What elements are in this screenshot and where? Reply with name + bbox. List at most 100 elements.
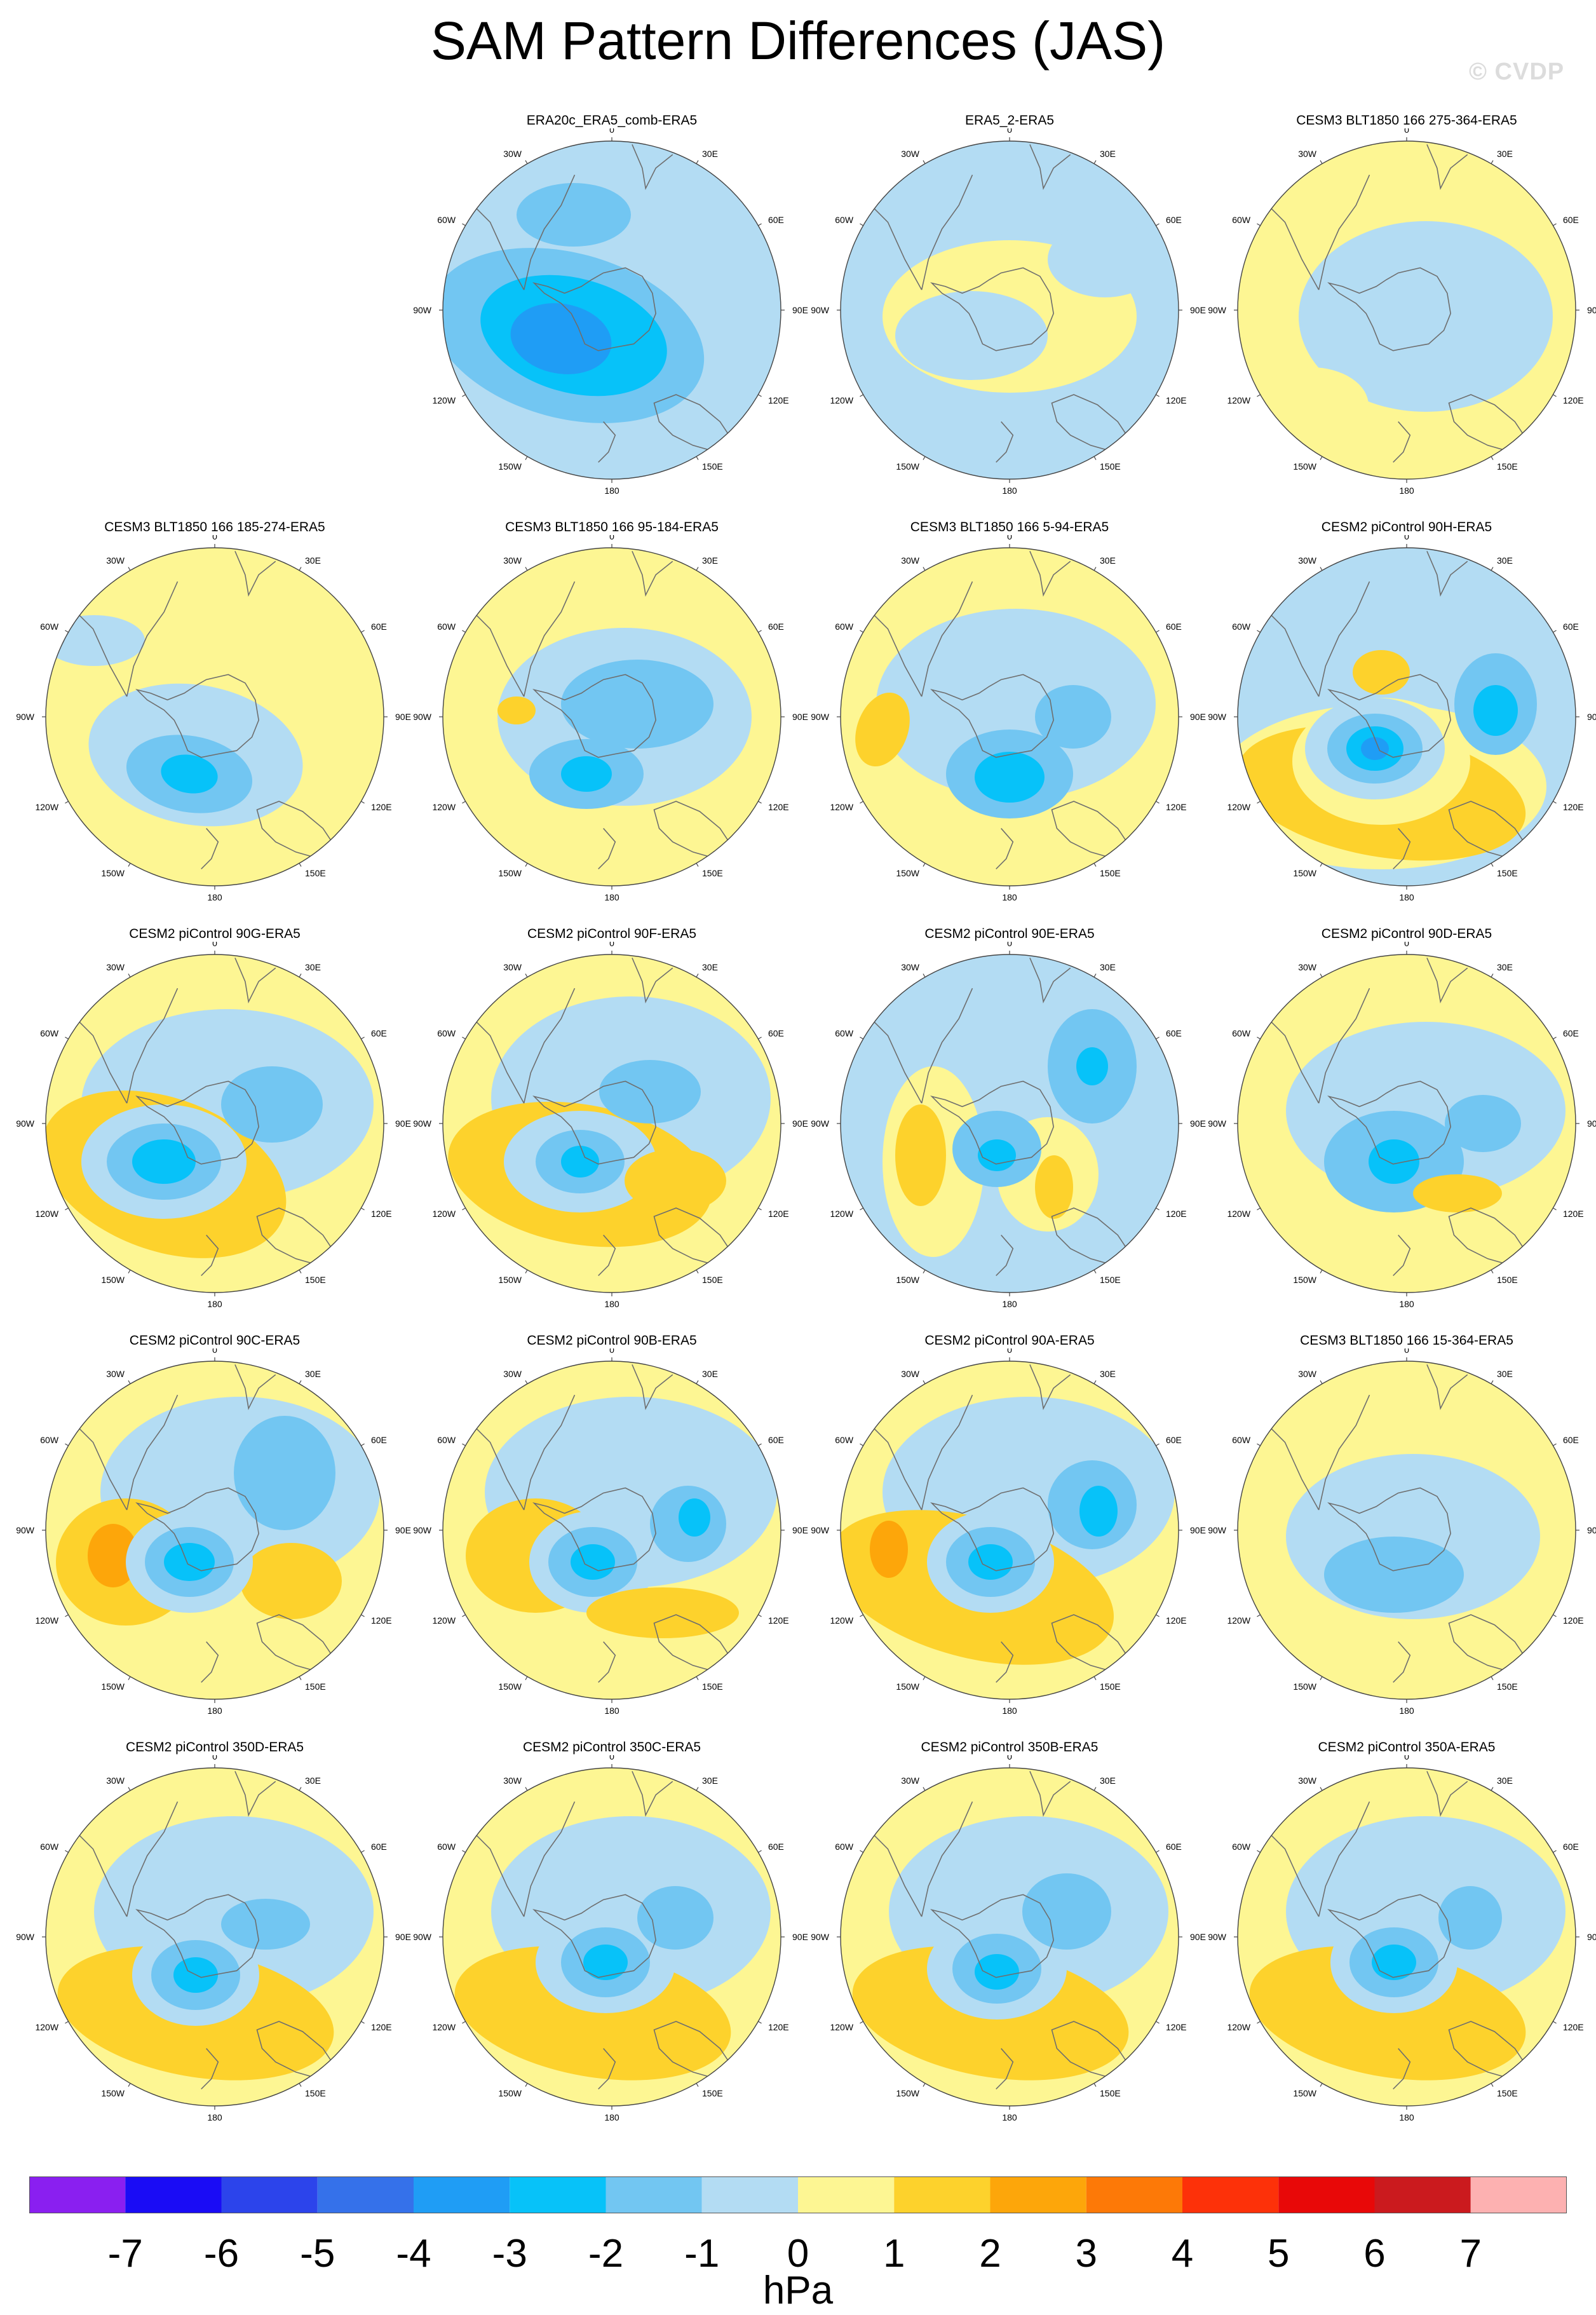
- coastline: [532, 1487, 656, 1572]
- contour-fill-group: [46, 1768, 384, 2106]
- map-panel: CESM2 piControl 90A-ERA5 0 30E 60E 90E 120E 15…: [811, 1333, 1208, 1740]
- colorbar-swatch: [990, 2176, 1086, 2213]
- lon-label: 120E: [371, 1209, 392, 1219]
- lon-label: 90W: [1208, 712, 1227, 722]
- lon-label: 120E: [1166, 395, 1187, 405]
- lon-tick: [1320, 1270, 1323, 1273]
- lon-label: 30W: [503, 1775, 522, 1786]
- polar-stereographic-map: 0 30E 60E 90E 120E 150E 180 150W 120W 90W 60W 30W: [17, 942, 411, 1309]
- lon-tick: [758, 1207, 762, 1211]
- lon-label: 90E: [1190, 1525, 1206, 1535]
- lon-tick: [299, 1676, 302, 1680]
- lon-tick: [1093, 160, 1097, 164]
- map-panel: CESM2 piControl 350C-ERA5 0 30E 60E 90E 120E 1…: [414, 1740, 810, 2147]
- lon-label: 150E: [1100, 1681, 1121, 1692]
- lon-label: 0: [609, 535, 614, 541]
- lon-label: 90E: [395, 1932, 411, 1942]
- lon-label: 30W: [106, 1369, 125, 1379]
- lon-label: 30W: [901, 1369, 920, 1379]
- lon-label: 120W: [1227, 2022, 1250, 2032]
- colorbar-tick-label: 2: [979, 2232, 1001, 2276]
- lon-tick: [923, 2083, 926, 2087]
- lon-label: 0: [1007, 1348, 1012, 1355]
- lon-tick: [361, 1036, 365, 1040]
- coastline: [1393, 2048, 1411, 2089]
- lon-tick: [1257, 801, 1261, 804]
- lon-label: 0: [212, 535, 217, 541]
- lon-tick: [1156, 394, 1160, 397]
- panel-title: CESM2 piControl 90E-ERA5: [924, 927, 1095, 941]
- lon-tick: [361, 801, 365, 804]
- lon-label: 120E: [1563, 1615, 1584, 1626]
- coastline: [996, 828, 1014, 869]
- lon-label: 150W: [498, 1275, 522, 1285]
- contour-fill-group: [1238, 1768, 1576, 2106]
- lon-label: 60W: [437, 215, 456, 225]
- coastline: [473, 174, 576, 290]
- colorbar-frame: [29, 2176, 1567, 2213]
- lon-tick: [1320, 160, 1323, 164]
- lon-label: 30W: [503, 555, 522, 566]
- contour-region: [1035, 685, 1111, 749]
- lon-tick: [299, 974, 302, 977]
- contour-region: [234, 1416, 335, 1530]
- coastline: [632, 1771, 673, 1817]
- coastline: [473, 1801, 576, 1917]
- lon-tick: [1320, 1676, 1323, 1680]
- contour-fill-group: [1238, 548, 1576, 886]
- contour-region: [1445, 1095, 1521, 1152]
- lon-tick: [1320, 1380, 1323, 1384]
- lon-label: 30W: [1298, 555, 1317, 566]
- lon-tick: [128, 2083, 131, 2087]
- lon-label: 60E: [1563, 215, 1579, 225]
- lon-tick: [65, 630, 69, 633]
- lon-tick: [696, 567, 699, 571]
- lon-tick: [1093, 863, 1097, 867]
- lon-label: 30W: [901, 149, 920, 159]
- contour-region: [132, 1139, 196, 1184]
- contour-region: [571, 1544, 615, 1580]
- lon-label: 90E: [792, 305, 808, 315]
- lon-tick: [923, 974, 926, 977]
- lon-tick: [1257, 394, 1261, 397]
- lon-label: 90E: [1587, 1932, 1596, 1942]
- panel-title: CESM3 BLT1850 166 15-364-ERA5: [1300, 1333, 1513, 1348]
- lon-tick: [1093, 1676, 1097, 1680]
- coastline: [996, 421, 1014, 463]
- lon-label: 150E: [702, 1275, 723, 1285]
- panel-title: CESM2 piControl 90G-ERA5: [129, 927, 301, 941]
- polar-stereographic-map: 0 30E 60E 90E 120E 150E 180 150W 120W 90W 60W 30W: [811, 942, 1206, 1309]
- lon-label: 90E: [792, 712, 808, 722]
- lon-label: 150W: [1293, 1275, 1316, 1285]
- lon-tick: [923, 160, 926, 164]
- coastline: [1393, 828, 1411, 869]
- lon-tick: [525, 1676, 528, 1680]
- lon-label: 120W: [35, 802, 58, 812]
- contour-fill-group: [443, 141, 781, 479]
- contour-region: [561, 1146, 599, 1178]
- contour-region: [599, 1060, 701, 1124]
- lon-tick: [1553, 1036, 1557, 1040]
- lon-label: 60W: [1232, 1435, 1251, 1445]
- contour-region: [1022, 1873, 1111, 1950]
- lon-tick: [1093, 2083, 1097, 2087]
- colorbar-tick-label: 6: [1363, 2232, 1386, 2276]
- lon-tick: [758, 630, 762, 633]
- lon-tick: [361, 2021, 365, 2024]
- lon-tick: [1320, 1787, 1323, 1791]
- contour-fill-group: [841, 141, 1179, 479]
- contour-region: [1438, 1886, 1502, 1950]
- lon-label: 30W: [106, 962, 125, 972]
- contour-region: [1035, 1155, 1073, 1219]
- lon-label: 30W: [503, 1369, 522, 1379]
- lon-label: 60E: [371, 1028, 387, 1038]
- polar-stereographic-map: 0 30E 60E 90E 120E 150E 180 150W 120W 90W 60W 30W: [414, 535, 808, 902]
- lon-tick: [128, 1380, 131, 1384]
- contour-fill-group: [46, 954, 384, 1293]
- coastline-group: [870, 1364, 1132, 1683]
- contour-region: [895, 291, 1048, 380]
- panel-title: CESM2 piControl 350B-ERA5: [921, 1740, 1099, 1755]
- coastline: [1393, 421, 1411, 463]
